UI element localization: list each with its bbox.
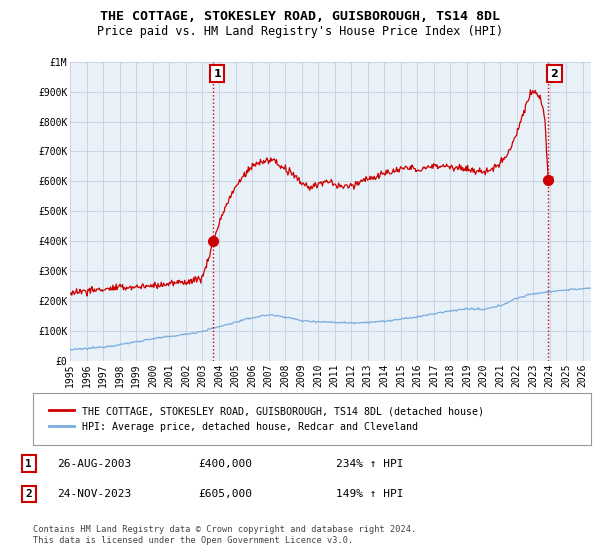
Text: £400,000: £400,000 [198,459,252,469]
Text: Contains HM Land Registry data © Crown copyright and database right 2024.
This d: Contains HM Land Registry data © Crown c… [33,525,416,545]
Text: 26-AUG-2003: 26-AUG-2003 [57,459,131,469]
Text: 234% ↑ HPI: 234% ↑ HPI [336,459,404,469]
Text: THE COTTAGE, STOKESLEY ROAD, GUISBOROUGH, TS14 8DL: THE COTTAGE, STOKESLEY ROAD, GUISBOROUGH… [100,10,500,23]
Text: 2: 2 [25,489,32,499]
Text: 149% ↑ HPI: 149% ↑ HPI [336,489,404,499]
Text: 1: 1 [213,68,221,78]
Legend: THE COTTAGE, STOKESLEY ROAD, GUISBOROUGH, TS14 8DL (detached house), HPI: Averag: THE COTTAGE, STOKESLEY ROAD, GUISBOROUGH… [44,401,488,437]
Text: 2: 2 [550,68,558,78]
Text: £605,000: £605,000 [198,489,252,499]
Text: 1: 1 [25,459,32,469]
Text: 24-NOV-2023: 24-NOV-2023 [57,489,131,499]
Text: Price paid vs. HM Land Registry's House Price Index (HPI): Price paid vs. HM Land Registry's House … [97,25,503,38]
